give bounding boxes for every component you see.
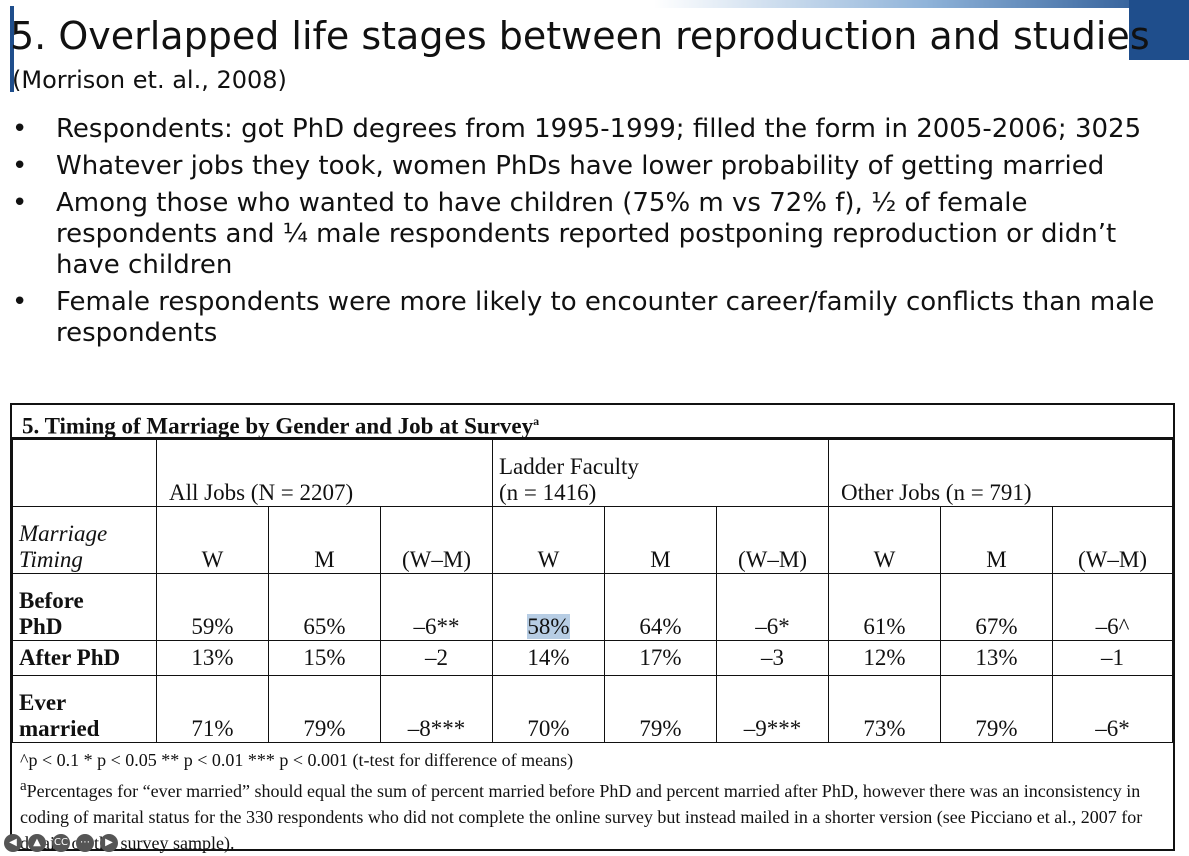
accessibility-icon[interactable]: ▲ [28, 834, 46, 852]
marriage-timing-table: 5. Timing of Marriage by Gender and Job … [10, 403, 1175, 853]
bullet-item: • Whatever jobs they took, women PhDs hav… [12, 151, 1182, 182]
col-header: W [492, 506, 605, 574]
row-label-line2: PhD [19, 614, 63, 639]
slide-title: 5. Overlapped life stages between reprod… [10, 14, 1150, 58]
table-cell: 67% [940, 573, 1054, 641]
col-header: M [604, 506, 717, 574]
table-cell: –9*** [715, 675, 830, 743]
table-cell: 65% [268, 573, 381, 641]
bullet-dot: • [12, 287, 28, 317]
table-cell: 64% [604, 573, 717, 641]
table-cell: 71% [156, 675, 269, 743]
row-label: After PhD [12, 640, 157, 676]
col-header: W [156, 506, 269, 574]
footnote-mark: a [20, 778, 27, 794]
bullet-list: • Respondents: got PhD degrees from 1995-… [12, 114, 1182, 355]
col-header: (W–M) [715, 506, 830, 574]
table-cell: –1 [1052, 640, 1173, 676]
table-cell: 73% [828, 675, 942, 743]
stub-header: Marriage Timing [12, 506, 157, 574]
bullet-item: • Respondents: got PhD degrees from 1995-… [12, 114, 1182, 145]
title-rule [10, 6, 14, 92]
table-cell: –6* [1052, 675, 1173, 743]
table-row-ever-married: Ever married 71% 79% –8*** 70% 79% –9***… [12, 675, 1173, 743]
row-label: Ever married [12, 675, 157, 743]
significance-note: ^p < 0.1 * p < 0.05 ** p < 0.01 *** p < … [20, 750, 574, 770]
more-icon[interactable]: ⋯ [76, 834, 94, 852]
stub-corner [12, 439, 157, 507]
slide-subtitle: (Morrison et. al., 2008) [12, 66, 287, 94]
table-row-before-phd: Before PhD 59% 65% –6** 58% 64% –6* 61% … [12, 573, 1173, 641]
closed-captions-icon[interactable]: CC [52, 834, 70, 852]
accent-bar [0, 0, 1189, 8]
table-caption: 5. Timing of Marriage by Gender and Job … [12, 405, 1173, 439]
table-cell: –6** [380, 573, 493, 641]
table-cell: –2 [380, 640, 493, 676]
footnote-text: Percentages for “ever married” should eq… [20, 781, 1143, 853]
col-header: (W–M) [1052, 506, 1173, 574]
data-table: All Jobs (N = 2207) Ladder Faculty (n = … [12, 439, 1173, 743]
bullet-dot: • [12, 188, 28, 218]
bullet-text: Among those who wanted to have children … [56, 188, 1117, 280]
bullet-dot: • [12, 151, 28, 181]
bullet-item: • Among those who wanted to have children… [12, 188, 1182, 281]
group-header-row: All Jobs (N = 2207) Ladder Faculty (n = … [12, 439, 1173, 507]
player-controls: ◀ ▲ CC ⋯ ▶ [4, 834, 118, 852]
group-ladder-faculty-line1: Ladder Faculty [499, 454, 639, 479]
col-header: M [268, 506, 381, 574]
col-header: M [940, 506, 1054, 574]
table-cell: 79% [268, 675, 381, 743]
accent-corner [1129, 0, 1189, 60]
caption-footnote-mark: a [533, 414, 540, 428]
back-icon[interactable]: ◀ [4, 834, 22, 852]
selected-text-highlight: 58% [527, 614, 570, 639]
row-label: Before PhD [12, 573, 157, 641]
table-cell: 79% [604, 675, 717, 743]
table-cell: 13% [156, 640, 269, 676]
table-caption-text: 5. Timing of Marriage by Gender and Job … [22, 413, 534, 439]
col-header: W [828, 506, 942, 574]
row-label-line1: Ever [19, 690, 67, 715]
table-cell: 58% [492, 573, 605, 641]
group-other-jobs: Other Jobs (n = 791) [828, 439, 1173, 507]
table-cell: 15% [268, 640, 381, 676]
col-header: (W–M) [380, 506, 493, 574]
row-label-line1: Before [19, 588, 84, 613]
table-notes: ^p < 0.1 * p < 0.05 ** p < 0.01 *** p < … [12, 743, 1173, 856]
group-ladder-faculty-line2: (n = 1416) [499, 480, 597, 505]
table-cell: –6* [715, 573, 830, 641]
table-cell: –6^ [1052, 573, 1173, 641]
bullet-text: Female respondents were more likely to e… [56, 287, 1155, 348]
stub-header-line1: Marriage [19, 521, 108, 546]
table-cell: 12% [828, 640, 942, 676]
table-cell: 79% [940, 675, 1054, 743]
row-label-line2: married [19, 716, 100, 741]
forward-icon[interactable]: ▶ [100, 834, 118, 852]
table-cell: 17% [604, 640, 717, 676]
bullet-text: Respondents: got PhD degrees from 1995-1… [56, 114, 1142, 144]
table-cell: 13% [940, 640, 1054, 676]
bullet-dot: • [12, 114, 28, 144]
table-cell: 61% [828, 573, 942, 641]
stub-header-line2: Timing [19, 547, 83, 572]
table-cell: 70% [492, 675, 605, 743]
group-all-jobs: All Jobs (N = 2207) [156, 439, 493, 507]
table-cell: –3 [715, 640, 830, 676]
table-footnote: aPercentages for “ever married” should e… [20, 773, 1165, 856]
table-row-after-phd: After PhD 13% 15% –2 14% 17% –3 12% 13% … [12, 640, 1173, 676]
group-ladder-faculty: Ladder Faculty (n = 1416) [491, 439, 830, 507]
bullet-item: • Female respondents were more likely to … [12, 287, 1182, 349]
column-header-row: Marriage Timing W M (W–M) W M (W–M) W M … [12, 506, 1173, 574]
bullet-text: Whatever jobs they took, women PhDs have… [56, 151, 1105, 181]
table-cell: –8*** [380, 675, 493, 743]
table-cell: 59% [156, 573, 269, 641]
table-cell: 14% [492, 640, 605, 676]
